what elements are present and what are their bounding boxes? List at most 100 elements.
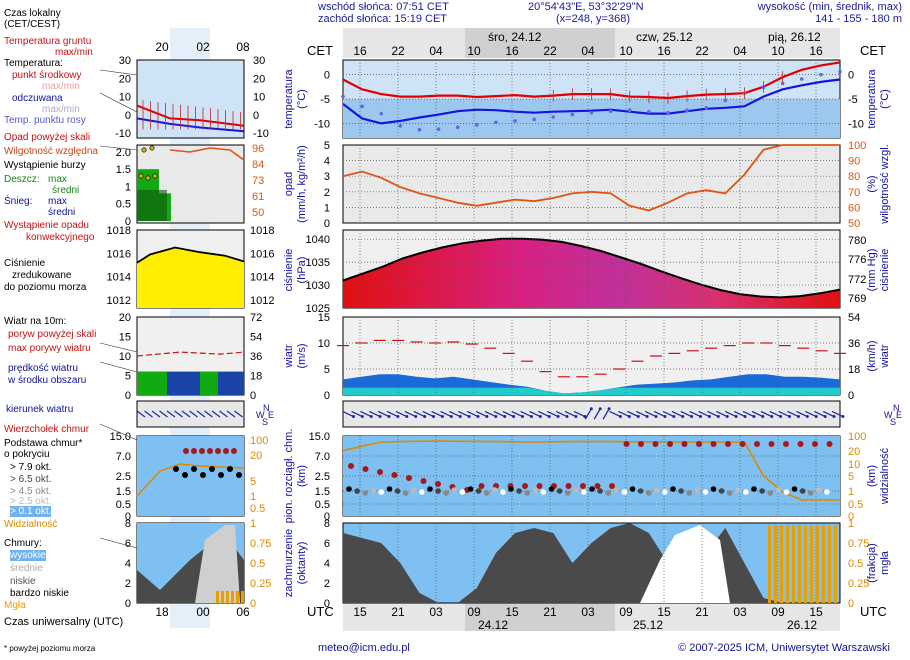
wind-arrow — [787, 410, 799, 418]
compass-n-right: N — [893, 403, 900, 413]
dew-point-dot — [685, 108, 689, 113]
mini-precip-tick: 0 — [125, 216, 131, 228]
wind-arrow — [689, 410, 701, 418]
wind-arrow — [511, 410, 523, 418]
mini-storm-marker — [141, 147, 147, 153]
cloud-base-dot — [743, 489, 749, 495]
legend-wind-dir: kierunek wiatru — [6, 404, 74, 415]
cloud-base-dot — [500, 489, 506, 495]
cet-hour-label: 10 — [771, 44, 785, 58]
wind-arrow-head — [440, 415, 444, 419]
mini-utc-label: 06 — [236, 605, 250, 619]
visibility-tick: 10 — [848, 459, 860, 471]
fog-bar — [834, 525, 837, 603]
legend-leader-line — [99, 361, 138, 373]
cloud-base-dot — [702, 489, 709, 495]
wind-arrow — [440, 410, 452, 418]
legend-pressure3: do poziomu morza — [4, 282, 87, 293]
dew-point-dot — [475, 123, 479, 127]
wind-dir-panel-frame — [342, 400, 841, 428]
mini-humidity-tick: 61 — [252, 191, 264, 203]
mini-wind-arrow — [234, 410, 243, 418]
wind-arrow — [520, 410, 532, 418]
fog-tick: 0.5 — [848, 558, 863, 570]
wind-arrow-head — [529, 415, 533, 419]
wind-arrow-head — [636, 415, 640, 419]
wind-arrow — [778, 410, 790, 418]
wind-arrow — [769, 410, 781, 418]
mini-hour-label: 08 — [236, 40, 250, 54]
legend-perceived: odczuwana — [12, 93, 63, 104]
wind-arrow — [431, 410, 443, 418]
wind-arrow — [413, 410, 425, 418]
fog-bar — [786, 525, 789, 603]
dew-point-dot — [570, 112, 575, 117]
cloud-base-dot — [427, 486, 433, 492]
cet-hour-label: 04 — [733, 44, 747, 58]
fog-tick: 0.75 — [848, 538, 869, 550]
cloud-top-dot — [348, 463, 354, 469]
compass-w-right: W — [884, 410, 893, 420]
dew-point-dot — [455, 125, 460, 130]
cloud-base-dot — [629, 486, 636, 492]
mini-pressure-tick-right: 1016 — [250, 248, 274, 260]
humidity-tick: 90 — [848, 156, 860, 168]
wind-arrow — [368, 410, 381, 418]
legend-okt-3: > 4.5 okt. — [10, 486, 52, 497]
mini-wind-tick: 0 — [125, 390, 131, 402]
legend-dew-point: Temp. punktu rosy — [4, 115, 86, 126]
wind-arrow-head — [565, 415, 569, 419]
wind-arrow-head — [618, 415, 622, 419]
wind-arrow-head — [467, 415, 471, 419]
dew-point-dot — [704, 105, 708, 110]
fog-tick: 0 — [848, 598, 854, 610]
cloud-base-dot — [564, 490, 571, 496]
coords-text: 20°54'43"E, 53°32'29"N — [528, 1, 644, 13]
wind-arrow — [360, 410, 372, 418]
wind-arrow — [351, 410, 363, 418]
wind-arrow-head — [476, 415, 480, 419]
mini-temp-tick-right: 20 — [253, 73, 265, 85]
footer-email[interactable]: meteo@icm.edu.pl — [318, 642, 410, 654]
wind-arrow-head — [743, 415, 747, 419]
mini-wind-kmh-tick: 54 — [250, 332, 262, 344]
cloudbase-tick: 7.0 — [315, 451, 330, 463]
legend-leader-line — [99, 145, 138, 151]
visibility-axis-label: widzialność — [879, 447, 891, 505]
cloud-top-dot — [754, 441, 760, 447]
mini-temp-line — [136, 104, 245, 127]
legend-soil-temp: Temperatura gruntu — [4, 36, 92, 47]
mini-visibility-line — [136, 463, 245, 497]
cloud-top-dot — [797, 441, 804, 447]
legend-cloud-top: Wierzchołek chmur — [4, 424, 90, 435]
mini-pressure-tick: 1018 — [107, 225, 131, 237]
mini-storm-marker — [152, 173, 158, 179]
legend-precip-above: Opad powyżej skali — [4, 132, 91, 143]
cloud-base-dot — [726, 490, 733, 496]
wind-arrow — [593, 408, 601, 420]
legend-cloud-base: Podstawa chmur* — [4, 438, 83, 449]
pressure-tick: 1040 — [306, 234, 330, 246]
cloud-top-dot — [478, 483, 485, 489]
wind-kmh-label: wiatr — [879, 344, 891, 369]
dew-point-dot — [379, 111, 384, 116]
utc-hour-label: 09 — [771, 605, 785, 619]
cloud-top-dot — [768, 441, 775, 447]
cloud-top-dot — [725, 441, 731, 447]
dew-point-dot — [666, 110, 670, 115]
compass-s-right: S — [890, 417, 896, 427]
wind-arrow-head — [681, 415, 685, 419]
temp-axis-unit-right: (°C) — [879, 89, 891, 109]
wind-arrow-head — [699, 415, 703, 419]
mini-temp-tick-right: 30 — [253, 55, 265, 67]
utc-hour-label: 15 — [505, 605, 519, 619]
wind-arrow-head — [805, 415, 809, 419]
legend-snow-mean: średni — [48, 207, 76, 218]
cloud-top-dot — [609, 483, 615, 489]
wind-arrow — [653, 410, 666, 418]
wind-arrow — [377, 410, 390, 418]
wind-arrow-head — [734, 415, 738, 419]
temp-tick-right: -5 — [848, 94, 858, 106]
cloud-top-dot — [623, 441, 630, 447]
